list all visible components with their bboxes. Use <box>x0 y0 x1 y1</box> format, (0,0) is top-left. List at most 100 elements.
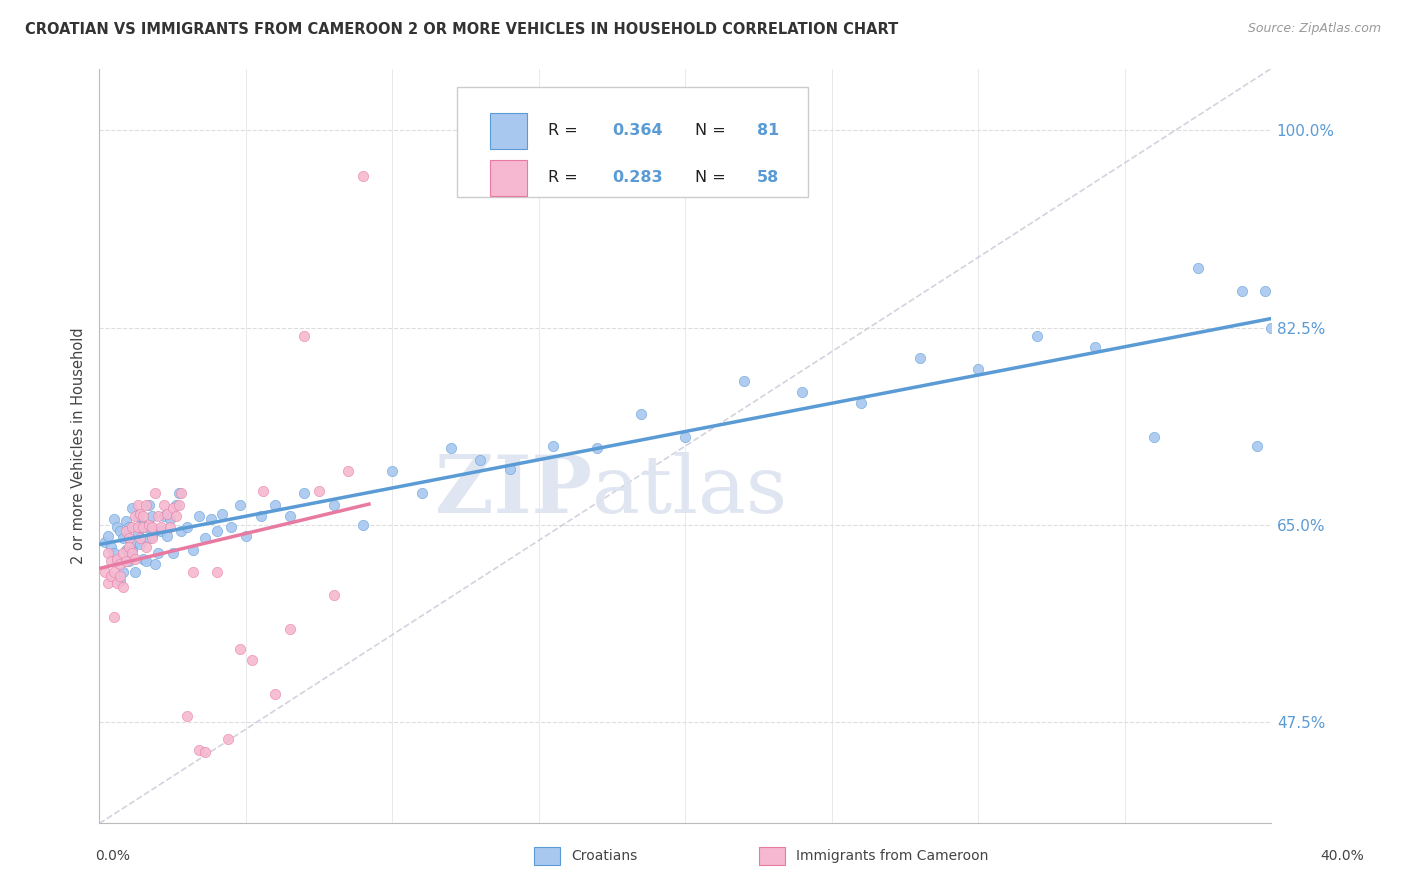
Point <box>229 641 252 656</box>
Point <box>211 507 233 521</box>
Point <box>121 546 143 560</box>
Point <box>440 442 463 456</box>
Point <box>138 517 160 532</box>
Point <box>217 731 239 746</box>
Point <box>162 500 184 515</box>
Point <box>792 384 814 399</box>
Point <box>105 554 128 568</box>
Point <box>108 558 131 572</box>
Point <box>132 517 155 532</box>
Point <box>249 508 271 523</box>
Point <box>167 486 190 500</box>
Point <box>165 498 187 512</box>
Point <box>1230 284 1253 298</box>
Point <box>127 508 149 523</box>
Point <box>124 551 146 566</box>
Point <box>143 524 166 538</box>
Point <box>1260 320 1282 334</box>
Point <box>153 498 176 512</box>
Point <box>100 554 122 568</box>
Point <box>114 542 136 557</box>
Point <box>205 524 228 538</box>
Text: N =: N = <box>695 170 731 186</box>
Text: ZIP: ZIP <box>434 452 592 531</box>
Text: 0.283: 0.283 <box>613 170 664 186</box>
Point <box>141 508 163 523</box>
Point <box>967 362 990 376</box>
Point <box>127 498 149 512</box>
Text: R =: R = <box>548 123 583 138</box>
Point <box>138 498 160 512</box>
Point <box>181 542 204 557</box>
Text: CROATIAN VS IMMIGRANTS FROM CAMEROON 2 OR MORE VEHICLES IN HOUSEHOLD CORRELATION: CROATIAN VS IMMIGRANTS FROM CAMEROON 2 O… <box>25 22 898 37</box>
Point <box>143 486 166 500</box>
FancyBboxPatch shape <box>457 87 808 197</box>
Bar <box>759 847 785 865</box>
Point <box>194 532 217 546</box>
Point <box>308 484 330 499</box>
Point <box>114 515 136 529</box>
Point <box>849 396 872 410</box>
Point <box>240 653 263 667</box>
Point <box>124 534 146 549</box>
Text: Source: ZipAtlas.com: Source: ZipAtlas.com <box>1247 22 1381 36</box>
Point <box>111 532 134 546</box>
Point <box>470 452 492 467</box>
Point <box>586 442 609 456</box>
Bar <box>534 847 560 865</box>
Point <box>294 328 316 343</box>
Point <box>381 464 404 478</box>
Point <box>1246 439 1268 453</box>
Text: R =: R = <box>548 170 583 186</box>
Point <box>108 568 131 582</box>
Point <box>146 508 169 523</box>
Point <box>219 520 242 534</box>
Point <box>252 484 274 499</box>
Text: N =: N = <box>695 123 731 138</box>
Point <box>108 574 131 589</box>
Point <box>114 554 136 568</box>
Point <box>132 508 155 523</box>
Point <box>105 576 128 591</box>
Point <box>97 546 120 560</box>
Point <box>141 532 163 546</box>
Point <box>118 532 141 546</box>
Point <box>167 498 190 512</box>
Point <box>176 709 198 723</box>
Point <box>121 520 143 534</box>
Point <box>278 508 301 523</box>
Point <box>294 486 316 500</box>
Point <box>200 512 222 526</box>
Point <box>498 461 520 475</box>
Point <box>129 520 152 534</box>
Point <box>135 554 157 568</box>
Point <box>114 524 136 538</box>
Point <box>118 541 141 555</box>
Point <box>411 486 433 500</box>
Point <box>1025 328 1047 343</box>
Point <box>188 508 211 523</box>
Point <box>156 507 179 521</box>
Point <box>337 464 360 478</box>
Point <box>118 554 141 568</box>
Point <box>153 508 176 523</box>
Text: 0.0%: 0.0% <box>96 849 131 863</box>
Point <box>129 532 152 546</box>
Point <box>94 565 117 579</box>
Point <box>132 551 155 566</box>
Point <box>124 565 146 579</box>
Point <box>673 430 696 444</box>
Point <box>156 529 179 543</box>
Point <box>121 542 143 557</box>
Point <box>352 169 374 183</box>
Point <box>103 512 125 526</box>
Point <box>97 576 120 591</box>
Point <box>149 520 172 534</box>
Point <box>135 498 157 512</box>
Point <box>94 534 117 549</box>
Point <box>141 520 163 534</box>
Point <box>129 507 152 521</box>
Point <box>149 524 172 538</box>
Point <box>170 524 193 538</box>
Text: Croatians: Croatians <box>571 849 637 863</box>
